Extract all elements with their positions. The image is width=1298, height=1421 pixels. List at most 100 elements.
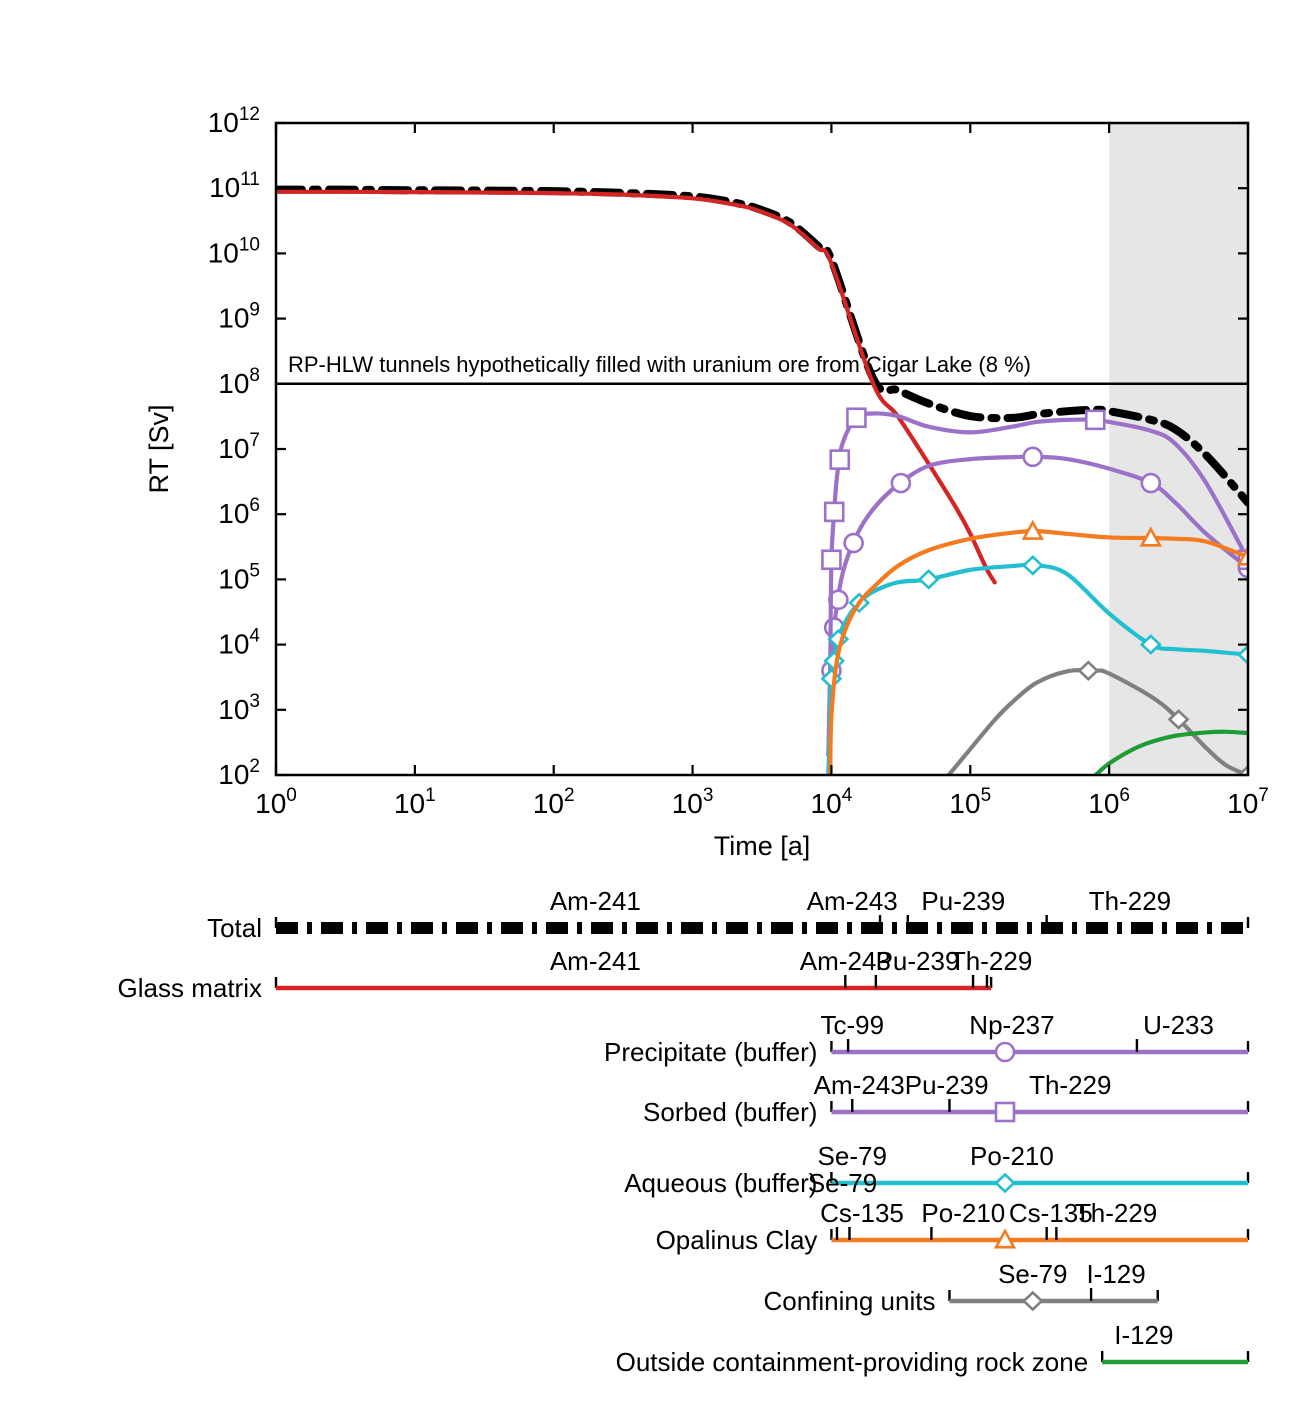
- nuclide-label: Np-237: [969, 1010, 1054, 1040]
- y-tick-label: 102: [218, 756, 260, 790]
- legend-row-label: Total: [207, 913, 262, 943]
- legend-row-sorbed-buffer: Sorbed (buffer)Am-243 Pu-239 Th-229: [643, 1070, 1250, 1127]
- nuclide-label: Am-243: [814, 1070, 905, 1100]
- legend-row-aqueous-buffer: Aqueous (buffer)Se-79 Po-210: [624, 1141, 1250, 1198]
- y-tick-label: 1011: [209, 169, 260, 203]
- series-marker: [1237, 644, 1248, 665]
- series-marker: [1237, 764, 1248, 775]
- x-tick-label: 103: [672, 785, 714, 819]
- x-tick-label: 101: [394, 785, 436, 819]
- series-markers: [1077, 660, 1248, 775]
- series-line: [276, 189, 997, 585]
- series-marker: [829, 449, 851, 470]
- series-marker: [1236, 545, 1248, 566]
- legend-row-nuclides: Se-79 Po-210: [818, 1141, 1054, 1171]
- nuclide-label: Pu-239: [905, 1070, 989, 1100]
- series-line: [828, 528, 1248, 775]
- legend-row-label: Aqueous (buffer): [624, 1168, 817, 1198]
- nuclide-label: Se-79: [818, 1141, 887, 1171]
- x-tick-label: 105: [949, 785, 991, 819]
- y-tick-label: 104: [218, 626, 260, 660]
- legend-row-confining-units: Confining units Se-79 I-129: [763, 1259, 1159, 1316]
- legend-row-outside-containment-providing-rock-zone: Outside containment-providing rock zone I…: [616, 1320, 1250, 1377]
- series-marker: [1077, 660, 1100, 682]
- nuclide-label: Th-229: [950, 946, 1032, 976]
- nuclide-label: Am-241: [550, 946, 641, 976]
- series-opalinus-clay: [828, 519, 1248, 775]
- series-marker: [1084, 409, 1106, 431]
- series-outside-containment-providing-rock-zone: [1093, 729, 1248, 775]
- legend-row-label: Outside containment-providing rock zone: [616, 1347, 1089, 1377]
- series-marker: [846, 407, 867, 429]
- nuclide-label: Po-210: [970, 1141, 1054, 1171]
- nuclide-label: U-233: [1143, 1010, 1214, 1040]
- legend-row-precipitate-buffer: Precipitate (buffer)Tc-99 Np-237 U-233: [604, 1010, 1250, 1067]
- nuclide-label: Po-210: [921, 1198, 1005, 1228]
- series-marker: [1139, 526, 1163, 547]
- x-tick-label: 100: [255, 785, 297, 819]
- x-axis-label: Time [a]: [714, 831, 811, 861]
- legend-row-nuclides: I-129: [1114, 1320, 1173, 1350]
- x-tick-label: 102: [533, 785, 575, 819]
- curves-layer: [276, 185, 1248, 775]
- series-marker: [1139, 634, 1162, 655]
- legend-row-nuclides: Tc-99 Np-237 U-233: [820, 1010, 1214, 1040]
- y-tick-label: 105: [218, 560, 260, 594]
- y-tick-label: 108: [218, 365, 260, 399]
- nuclide-label: Se-79: [808, 1168, 877, 1198]
- annotation-band: RP-HLW tunnels hypothetically filled wit…: [276, 352, 1248, 386]
- y-tick-label: 103: [218, 691, 260, 725]
- nuclide-label: Th-229: [1089, 886, 1171, 916]
- nuclide-label: Am-243: [807, 886, 898, 916]
- legend-row-label: Precipitate (buffer): [604, 1037, 817, 1067]
- y-tick-label: 109: [218, 300, 260, 334]
- legend-row-label: Opalinus Clay: [656, 1225, 818, 1255]
- nuclide-label: I-129: [1114, 1320, 1173, 1350]
- legend-row-label: Glass matrix: [118, 973, 262, 1003]
- legend-row-marker: [994, 1172, 1016, 1194]
- nuclide-label: Th-229: [1029, 1070, 1111, 1100]
- plot-frame: [274, 121, 1250, 777]
- series-marker: [890, 472, 912, 494]
- y-tick-label: 1010: [208, 234, 260, 268]
- nuclide-label: Tc-99: [820, 1010, 884, 1040]
- series-marker: [917, 569, 940, 590]
- nuclide-label: Pu-239: [921, 886, 1005, 916]
- annotation-text: RP-HLW tunnels hypothetically filled wit…: [288, 352, 1031, 377]
- nuclide-label: Am-241: [550, 886, 641, 916]
- series-total: [276, 185, 1248, 507]
- nuclide-label: Pu-239: [876, 946, 960, 976]
- nuclide-label: Am-243: [800, 946, 891, 976]
- nuclide-label: I-129: [1086, 1259, 1145, 1289]
- series-markers: [1021, 519, 1248, 566]
- series-marker: [821, 549, 842, 571]
- legend-row-nuclides: Se-79 I-129: [998, 1259, 1146, 1289]
- nuclide-label: Cs-135: [820, 1198, 904, 1228]
- legend-row-total: Total Am-241 Am-243 Pu-239 Th-229: [207, 886, 1250, 943]
- series-marker: [1140, 472, 1162, 494]
- series-marker: [1022, 446, 1044, 468]
- legend-row-marker: [993, 1228, 1017, 1249]
- series-marker: [823, 501, 845, 523]
- nuclide-label: Th-229: [1075, 1198, 1157, 1228]
- series-marker: [1021, 555, 1044, 576]
- series-marker: [1167, 709, 1190, 730]
- y-tick-label: 107: [218, 430, 260, 464]
- series-line: [1093, 729, 1248, 775]
- series-line: [276, 185, 1248, 507]
- legend-row-marker: [994, 1101, 1016, 1123]
- series-glass-matrix: [276, 189, 997, 585]
- nuclide-label: Cs-135: [1009, 1198, 1093, 1228]
- series-confining-units: [946, 660, 1248, 775]
- legend-row-label: Confining units: [763, 1286, 935, 1316]
- legend-row-nuclides: Am-241 Am-243 Pu-239 Th-229: [550, 886, 1171, 916]
- y-tick-label: 106: [218, 495, 260, 529]
- legend-row-marker: [1021, 1290, 1044, 1312]
- series-marker: [1021, 519, 1044, 540]
